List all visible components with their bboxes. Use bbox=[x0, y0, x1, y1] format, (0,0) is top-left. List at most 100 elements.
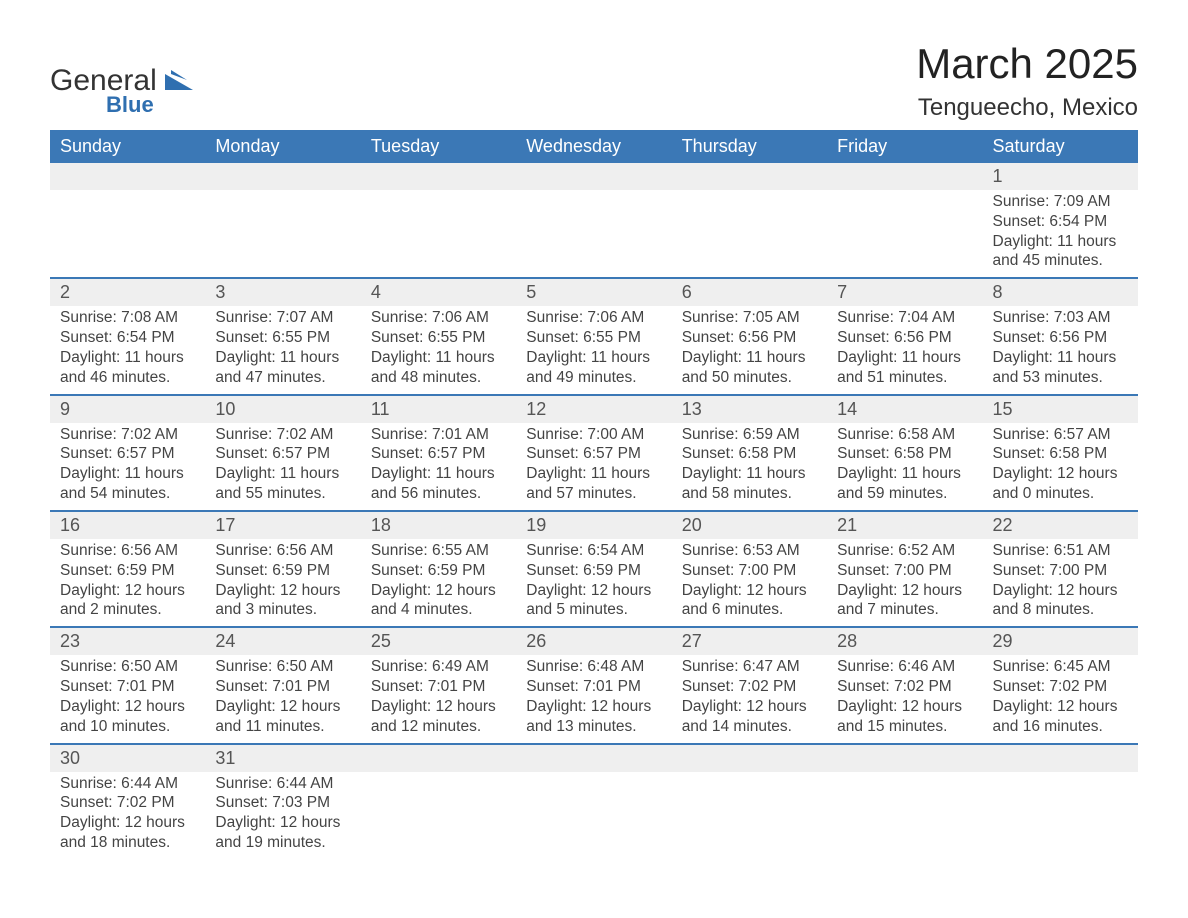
daylight-text-2: and 18 minutes. bbox=[60, 833, 195, 853]
daylight-text-2: and 10 minutes. bbox=[60, 717, 195, 737]
day-cell: Sunrise: 6:58 AMSunset: 6:58 PMDaylight:… bbox=[827, 423, 982, 511]
daylight-text-1: Daylight: 12 hours bbox=[371, 697, 506, 717]
daylight-text-1: Daylight: 11 hours bbox=[371, 348, 506, 368]
daylight-text-1: Daylight: 11 hours bbox=[993, 348, 1128, 368]
calendar-page: General Blue March 2025 Tengueecho, Mexi… bbox=[0, 0, 1188, 899]
day-number: 9 bbox=[50, 395, 205, 423]
day-number bbox=[361, 163, 516, 190]
sunset-text: Sunset: 7:00 PM bbox=[993, 561, 1128, 581]
daylight-text-2: and 13 minutes. bbox=[526, 717, 661, 737]
day-cell: Sunrise: 7:02 AMSunset: 6:57 PMDaylight:… bbox=[205, 423, 360, 511]
title-block: March 2025 Tengueecho, Mexico bbox=[916, 40, 1138, 122]
day-number: 10 bbox=[205, 395, 360, 423]
day-cell: Sunrise: 7:05 AMSunset: 6:56 PMDaylight:… bbox=[672, 306, 827, 394]
day-number bbox=[827, 163, 982, 190]
sunrise-text: Sunrise: 6:56 AM bbox=[215, 541, 350, 561]
daylight-text-2: and 3 minutes. bbox=[215, 600, 350, 620]
day-cell bbox=[516, 190, 671, 278]
daylight-text-2: and 19 minutes. bbox=[215, 833, 350, 853]
day-cell: Sunrise: 7:08 AMSunset: 6:54 PMDaylight:… bbox=[50, 306, 205, 394]
sunrise-text: Sunrise: 6:44 AM bbox=[60, 774, 195, 794]
day-cell: Sunrise: 6:50 AMSunset: 7:01 PMDaylight:… bbox=[205, 655, 360, 743]
sunrise-text: Sunrise: 6:56 AM bbox=[60, 541, 195, 561]
sunset-text: Sunset: 6:57 PM bbox=[371, 444, 506, 464]
sunrise-text: Sunrise: 7:02 AM bbox=[60, 425, 195, 445]
day-cell bbox=[205, 190, 360, 278]
daylight-text-2: and 15 minutes. bbox=[837, 717, 972, 737]
day-number bbox=[672, 163, 827, 190]
day-cell bbox=[827, 190, 982, 278]
week-daynum-row: 9101112131415 bbox=[50, 395, 1138, 423]
sunrise-text: Sunrise: 6:50 AM bbox=[215, 657, 350, 677]
week-content-row: Sunrise: 7:02 AM Sunset: 6:57 PM Daylight:… bbox=[50, 423, 1138, 511]
week-daynum-row: 23242526272829 bbox=[50, 627, 1138, 655]
daylight-text-1: Daylight: 12 hours bbox=[526, 697, 661, 717]
daylight-text-1: Daylight: 11 hours bbox=[837, 464, 972, 484]
daylight-text-1: Daylight: 12 hours bbox=[60, 581, 195, 601]
daylight-text-2: and 48 minutes. bbox=[371, 368, 506, 388]
daylight-text-1: Daylight: 12 hours bbox=[837, 581, 972, 601]
daylight-text-2: and 12 minutes. bbox=[371, 717, 506, 737]
week-daynum-row: 2345678 bbox=[50, 278, 1138, 306]
day-cell: Sunrise: 6:57 AMSunset: 6:58 PMDaylight:… bbox=[983, 423, 1138, 511]
sunrise-text: Sunrise: 6:44 AM bbox=[215, 774, 350, 794]
daylight-text-1: Daylight: 11 hours bbox=[993, 232, 1128, 252]
sunset-text: Sunset: 7:01 PM bbox=[371, 677, 506, 697]
day-number bbox=[672, 744, 827, 772]
week-content-row: Sunrise: 7:08 AMSunset: 6:54 PMDaylight:… bbox=[50, 306, 1138, 394]
daylight-text-1: Daylight: 12 hours bbox=[215, 697, 350, 717]
daylight-text-2: and 54 minutes. bbox=[60, 484, 195, 504]
day-number: 14 bbox=[827, 395, 982, 423]
day-cell: Sunrise: 6:44 AMSunset: 7:02 PMDaylight:… bbox=[50, 772, 205, 859]
sunset-text: Sunset: 7:02 PM bbox=[682, 677, 817, 697]
sunset-text: Sunset: 7:03 PM bbox=[215, 793, 350, 813]
daylight-text-2: and 55 minutes. bbox=[215, 484, 350, 504]
sunrise-text: Sunrise: 7:03 AM bbox=[993, 308, 1128, 328]
location: Tengueecho, Mexico bbox=[916, 94, 1138, 122]
day-cell bbox=[672, 772, 827, 859]
day-number bbox=[516, 163, 671, 190]
day-cell: Sunrise: 7:09 AMSunset: 6:54 PMDaylight:… bbox=[983, 190, 1138, 278]
sunrise-text: Sunrise: 7:07 AM bbox=[215, 308, 350, 328]
day-cell bbox=[827, 772, 982, 859]
day-cell: Sunrise: 7:02 AMSunset: 6:57 PMDaylight:… bbox=[50, 423, 205, 511]
sunrise-text: Sunrise: 6:54 AM bbox=[526, 541, 661, 561]
sunset-text: Sunset: 7:00 PM bbox=[837, 561, 972, 581]
day-cell: Sunrise: 6:56 AMSunset: 6:59 PMDaylight:… bbox=[205, 539, 360, 627]
sunrise-text: Sunrise: 6:59 AM bbox=[682, 425, 817, 445]
daylight-text-2: and 14 minutes. bbox=[682, 717, 817, 737]
day-number: 23 bbox=[50, 627, 205, 655]
daylight-text-2: and 8 minutes. bbox=[993, 600, 1128, 620]
day-number: 20 bbox=[672, 511, 827, 539]
daylight-text-2: and 51 minutes. bbox=[837, 368, 972, 388]
daylight-text-2: and 5 minutes. bbox=[526, 600, 661, 620]
weekday-header: Thursday bbox=[672, 130, 827, 163]
day-number bbox=[516, 744, 671, 772]
day-cell bbox=[672, 190, 827, 278]
day-number: 29 bbox=[983, 627, 1138, 655]
day-cell: Sunrise: 7:07 AMSunset: 6:55 PMDaylight:… bbox=[205, 306, 360, 394]
day-cell: Sunrise: 7:03 AMSunset: 6:56 PMDaylight:… bbox=[983, 306, 1138, 394]
daylight-text-2: and 58 minutes. bbox=[682, 484, 817, 504]
daylight-text-1: Daylight: 12 hours bbox=[837, 697, 972, 717]
daylight-text-1: Daylight: 11 hours bbox=[60, 348, 195, 368]
sunset-text: Sunset: 7:01 PM bbox=[526, 677, 661, 697]
sunset-text: Sunset: 6:58 PM bbox=[837, 444, 972, 464]
sunrise-text: Sunrise: 7:01 AM bbox=[371, 425, 506, 445]
day-number: 1 bbox=[983, 163, 1138, 190]
day-number: 11 bbox=[361, 395, 516, 423]
day-number: 2 bbox=[50, 278, 205, 306]
daylight-text-2: and 0 minutes. bbox=[993, 484, 1128, 504]
day-cell: Sunrise: 6:44 AMSunset: 7:03 PMDaylight:… bbox=[205, 772, 360, 859]
day-number: 27 bbox=[672, 627, 827, 655]
day-number: 5 bbox=[516, 278, 671, 306]
sunset-text: Sunset: 6:59 PM bbox=[60, 561, 195, 581]
daylight-text-1: Daylight: 11 hours bbox=[682, 348, 817, 368]
daylight-text-2: and 2 minutes. bbox=[60, 600, 195, 620]
daylight-text-1: Daylight: 11 hours bbox=[526, 464, 661, 484]
daylight-text-2: and 11 minutes. bbox=[215, 717, 350, 737]
weekday-header: Monday bbox=[205, 130, 360, 163]
sunrise-text: Sunrise: 6:46 AM bbox=[837, 657, 972, 677]
daylight-text-2: and 49 minutes. bbox=[526, 368, 661, 388]
sunrise-text: Sunrise: 7:08 AM bbox=[60, 308, 195, 328]
